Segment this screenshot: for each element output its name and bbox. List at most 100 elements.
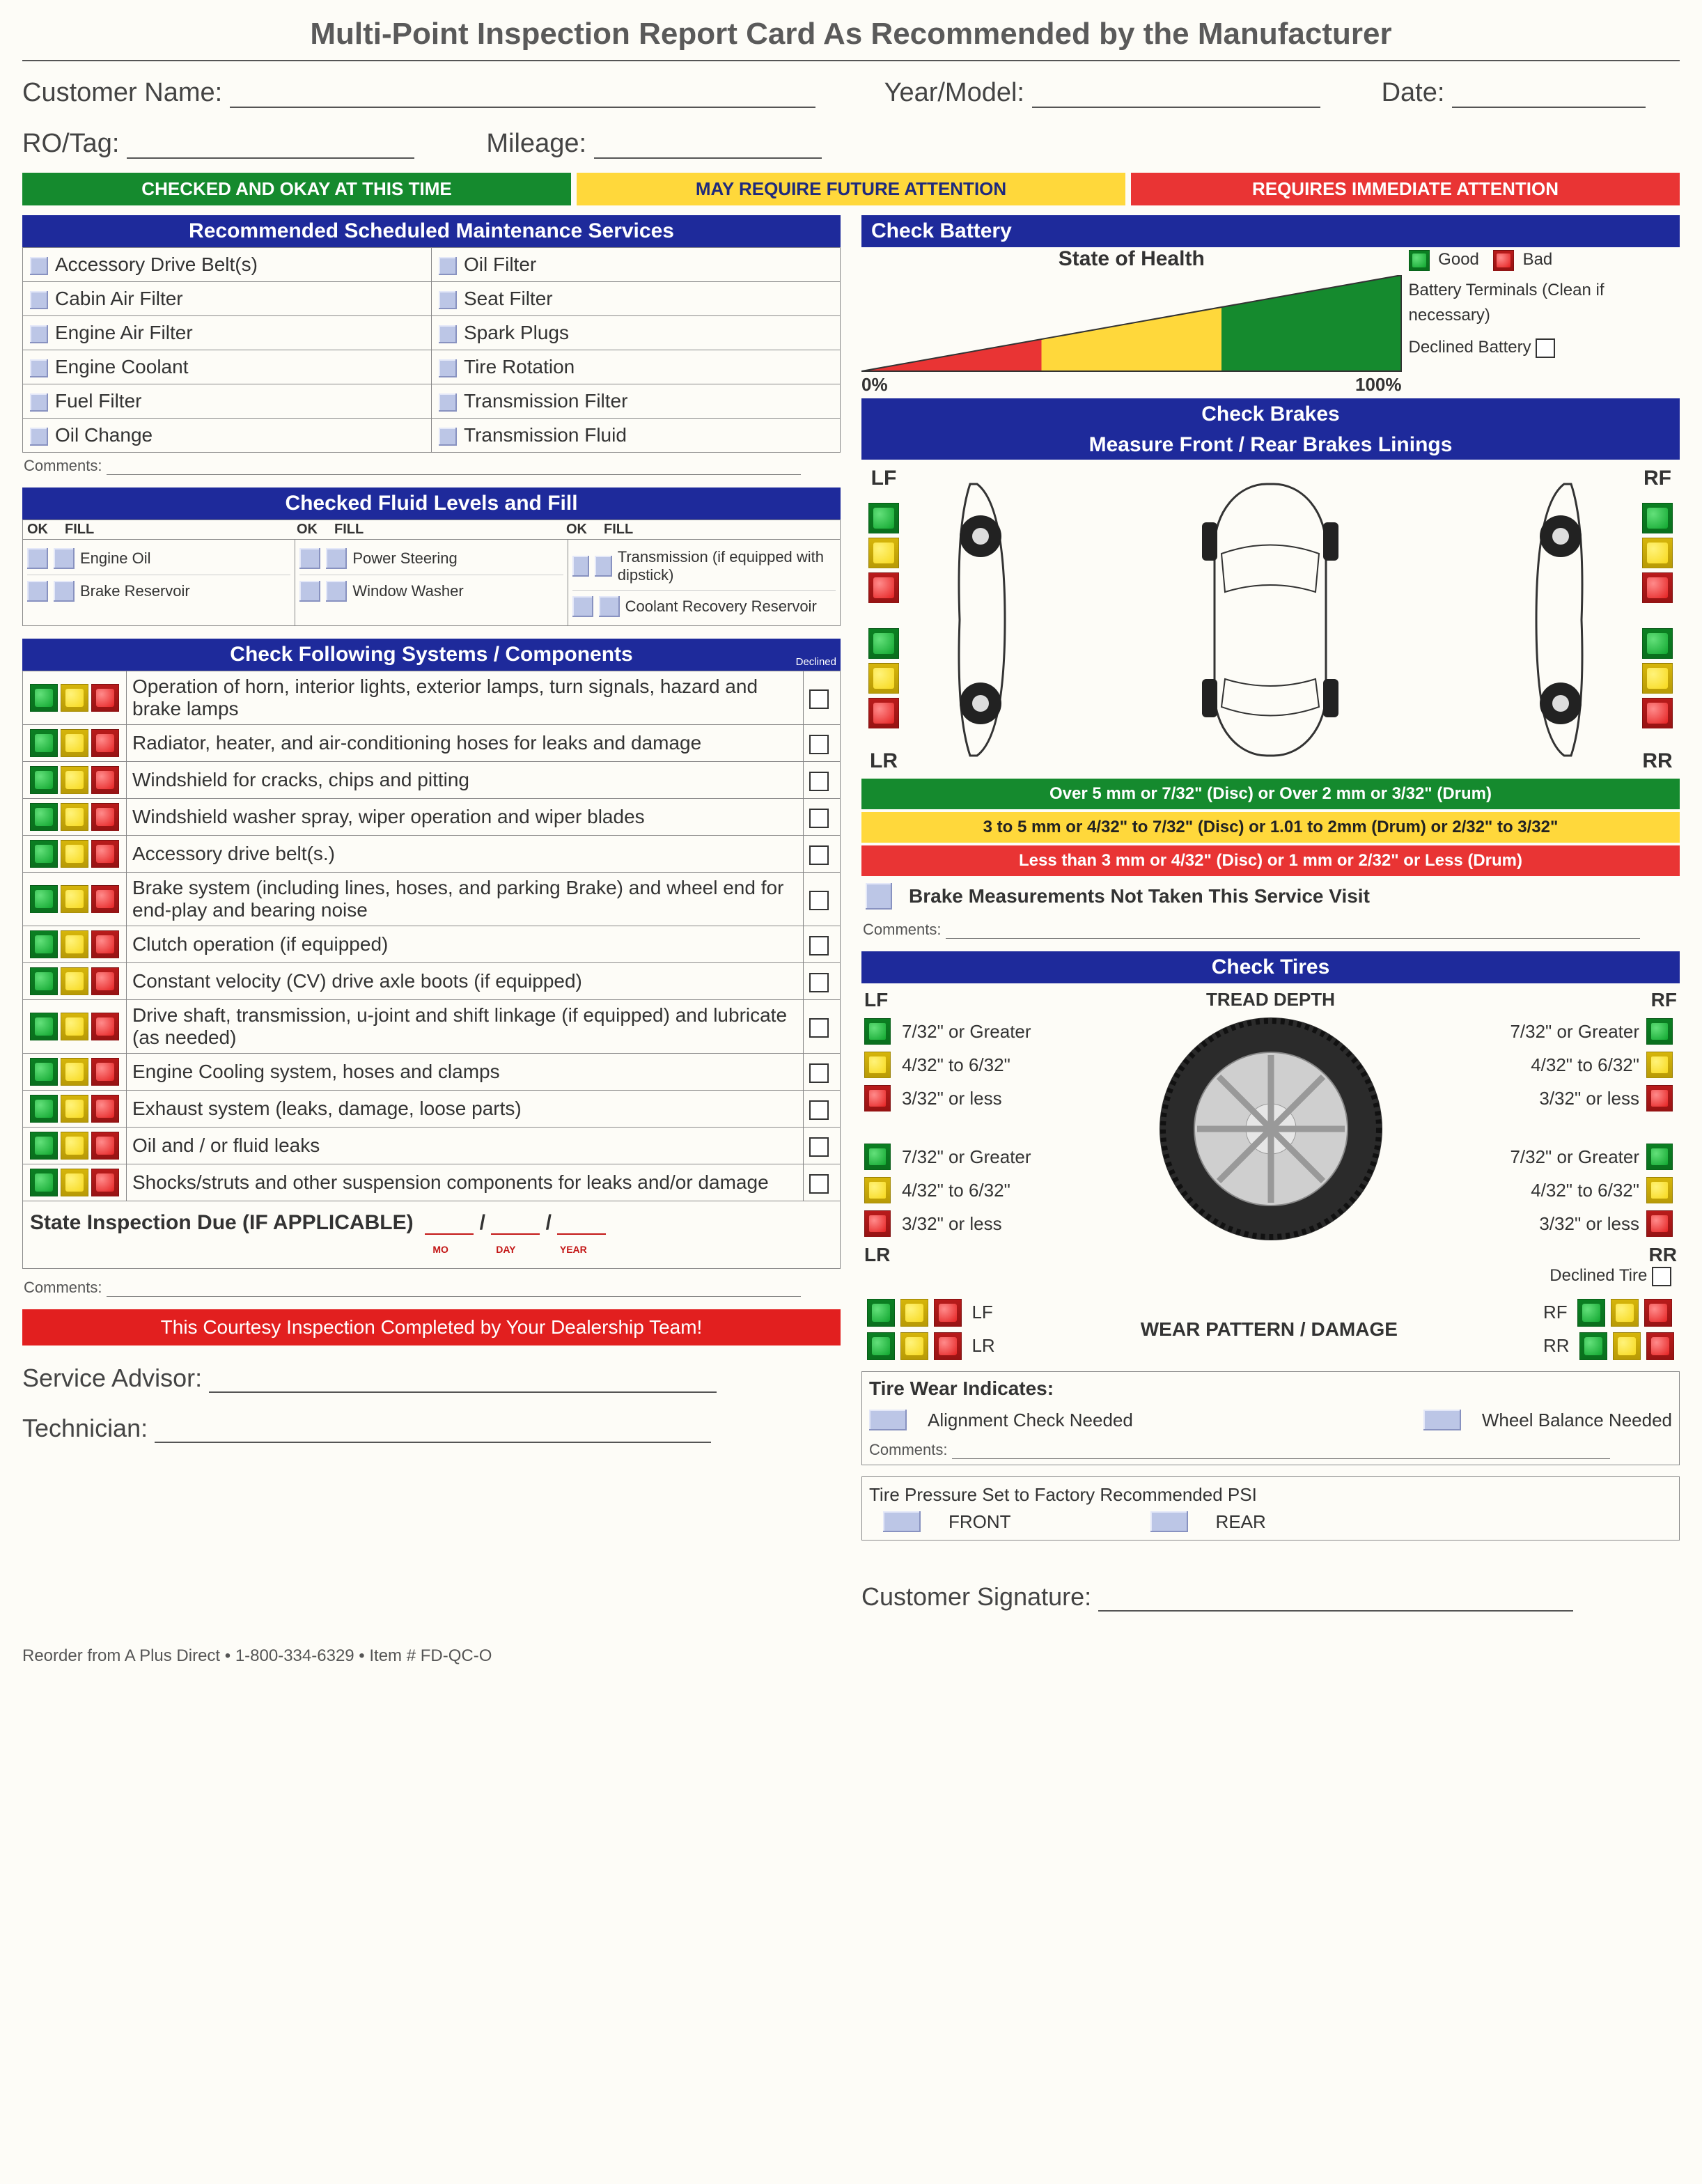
maint-checkbox[interactable]: [439, 393, 457, 412]
sys-red[interactable]: [91, 1169, 119, 1196]
sys-green[interactable]: [30, 684, 58, 712]
rr-yellow[interactable]: [1642, 663, 1673, 694]
maint-checkbox[interactable]: [30, 428, 48, 446]
maint-checkbox[interactable]: [439, 257, 457, 275]
maint-checkbox[interactable]: [439, 428, 457, 446]
sys-declined-checkbox[interactable]: [809, 735, 829, 754]
sys-declined-checkbox[interactable]: [809, 845, 829, 865]
sys-green[interactable]: [30, 1169, 58, 1196]
tire-rf-g[interactable]: [1646, 1018, 1673, 1045]
rr-green[interactable]: [1642, 628, 1673, 659]
maint-checkbox[interactable]: [30, 393, 48, 412]
sys-green[interactable]: [30, 885, 58, 913]
rf-yellow[interactable]: [1642, 538, 1673, 568]
sys-red[interactable]: [91, 840, 119, 868]
declined-tire-checkbox[interactable]: [1652, 1267, 1671, 1286]
fluid-fill-checkbox[interactable]: [599, 596, 620, 617]
sys-red[interactable]: [91, 766, 119, 794]
sys-declined-checkbox[interactable]: [809, 1100, 829, 1120]
sys-green[interactable]: [30, 803, 58, 831]
balance-checkbox[interactable]: [1423, 1410, 1461, 1430]
fluid-ok-checkbox[interactable]: [299, 548, 320, 569]
fluid-ok-checkbox[interactable]: [572, 556, 590, 577]
lr-green[interactable]: [868, 628, 899, 659]
sys-declined-checkbox[interactable]: [809, 1063, 829, 1083]
sys-yellow[interactable]: [61, 684, 88, 712]
tire-rr-y[interactable]: [1646, 1177, 1673, 1203]
sys-declined-checkbox[interactable]: [809, 891, 829, 910]
fluid-ok-checkbox[interactable]: [27, 548, 48, 569]
brakes-not-taken-checkbox[interactable]: [866, 883, 892, 910]
lr-red[interactable]: [868, 698, 899, 728]
fluid-ok-checkbox[interactable]: [299, 581, 320, 602]
sys-declined-checkbox[interactable]: [809, 1137, 829, 1157]
alignment-checkbox[interactable]: [869, 1410, 907, 1430]
sys-green[interactable]: [30, 967, 58, 995]
sys-yellow[interactable]: [61, 1013, 88, 1040]
sys-red[interactable]: [91, 684, 119, 712]
sys-red[interactable]: [91, 803, 119, 831]
tire-lr-y[interactable]: [864, 1177, 891, 1203]
rr-red[interactable]: [1642, 698, 1673, 728]
sys-yellow[interactable]: [61, 1132, 88, 1160]
maint-checkbox[interactable]: [439, 359, 457, 377]
tire-rf-y[interactable]: [1646, 1052, 1673, 1078]
maint-checkbox[interactable]: [30, 325, 48, 343]
lf-red[interactable]: [868, 572, 899, 603]
tire-lr-r[interactable]: [864, 1210, 891, 1237]
maint-checkbox[interactable]: [30, 291, 48, 309]
fluid-fill-checkbox[interactable]: [54, 581, 75, 602]
sys-yellow[interactable]: [61, 885, 88, 913]
tire-lf-g[interactable]: [864, 1018, 891, 1045]
fluid-fill-checkbox[interactable]: [595, 556, 612, 577]
sys-red[interactable]: [91, 885, 119, 913]
sys-yellow[interactable]: [61, 766, 88, 794]
lf-green[interactable]: [868, 503, 899, 533]
sys-red[interactable]: [91, 967, 119, 995]
sys-declined-checkbox[interactable]: [809, 1018, 829, 1038]
tire-rr-g[interactable]: [1646, 1144, 1673, 1170]
rf-green[interactable]: [1642, 503, 1673, 533]
sys-red[interactable]: [91, 1095, 119, 1123]
maint-checkbox[interactable]: [439, 325, 457, 343]
lr-yellow[interactable]: [868, 663, 899, 694]
sys-declined-checkbox[interactable]: [809, 936, 829, 956]
rf-red[interactable]: [1642, 572, 1673, 603]
sys-red[interactable]: [91, 1013, 119, 1040]
sys-red[interactable]: [91, 930, 119, 958]
sys-yellow[interactable]: [61, 803, 88, 831]
sys-green[interactable]: [30, 840, 58, 868]
fluid-fill-checkbox[interactable]: [326, 581, 347, 602]
tire-lr-g[interactable]: [864, 1144, 891, 1170]
psi-rear-checkbox[interactable]: [1150, 1511, 1188, 1532]
sys-declined-checkbox[interactable]: [809, 689, 829, 709]
sys-red[interactable]: [91, 1058, 119, 1086]
lf-yellow[interactable]: [868, 538, 899, 568]
tire-lf-r[interactable]: [864, 1085, 891, 1112]
sys-yellow[interactable]: [61, 840, 88, 868]
sys-green[interactable]: [30, 1095, 58, 1123]
maint-checkbox[interactable]: [30, 359, 48, 377]
sys-red[interactable]: [91, 729, 119, 757]
sys-yellow[interactable]: [61, 967, 88, 995]
sys-declined-checkbox[interactable]: [809, 1174, 829, 1194]
sys-yellow[interactable]: [61, 1058, 88, 1086]
sys-green[interactable]: [30, 1132, 58, 1160]
fluid-ok-checkbox[interactable]: [572, 596, 593, 617]
sys-green[interactable]: [30, 930, 58, 958]
sys-green[interactable]: [30, 729, 58, 757]
maint-checkbox[interactable]: [439, 291, 457, 309]
maint-checkbox[interactable]: [30, 257, 48, 275]
sys-green[interactable]: [30, 1013, 58, 1040]
fluid-fill-checkbox[interactable]: [326, 548, 347, 569]
sys-green[interactable]: [30, 766, 58, 794]
tire-rr-r[interactable]: [1646, 1210, 1673, 1237]
declined-battery-checkbox[interactable]: [1536, 338, 1555, 358]
tire-lf-y[interactable]: [864, 1052, 891, 1078]
sys-yellow[interactable]: [61, 1169, 88, 1196]
sys-yellow[interactable]: [61, 1095, 88, 1123]
sys-yellow[interactable]: [61, 729, 88, 757]
sys-green[interactable]: [30, 1058, 58, 1086]
sys-yellow[interactable]: [61, 930, 88, 958]
sys-declined-checkbox[interactable]: [809, 973, 829, 992]
